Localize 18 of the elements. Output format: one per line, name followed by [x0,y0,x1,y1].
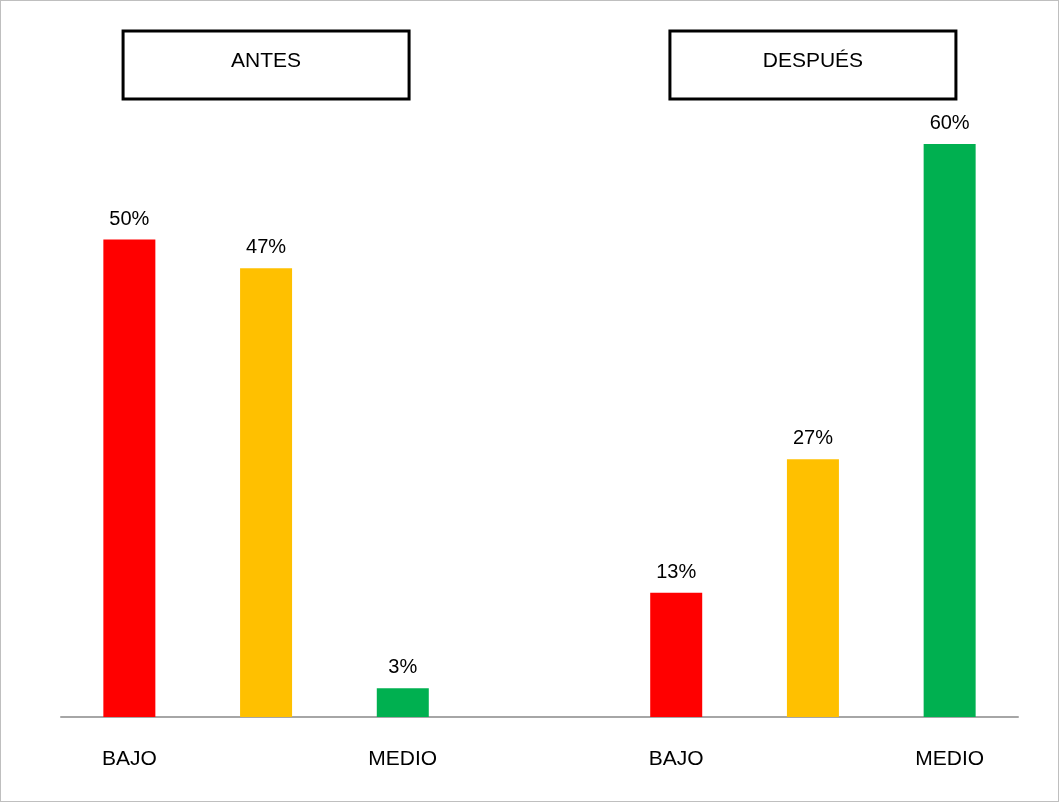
bar [103,239,156,717]
x-tick-label: BAJO [101,746,157,769]
x-tick-label: BAJO [648,746,704,769]
data-label: 27% [792,426,834,449]
text: ANTES [231,47,302,71]
data-label: 60% [929,111,970,133]
x-tick-label: MEDIO [368,746,438,769]
data-label: 47% [246,235,287,258]
text: DESPUÉS [762,47,864,71]
data-label: 50% [109,206,150,229]
bar [376,688,429,717]
bar [786,459,839,717]
bar [650,592,703,717]
bar [240,268,293,717]
bar [923,144,976,717]
data-label: 13% [656,559,697,582]
x-tick-label: MEDIO [915,746,985,769]
data-label: 3% [388,655,418,678]
